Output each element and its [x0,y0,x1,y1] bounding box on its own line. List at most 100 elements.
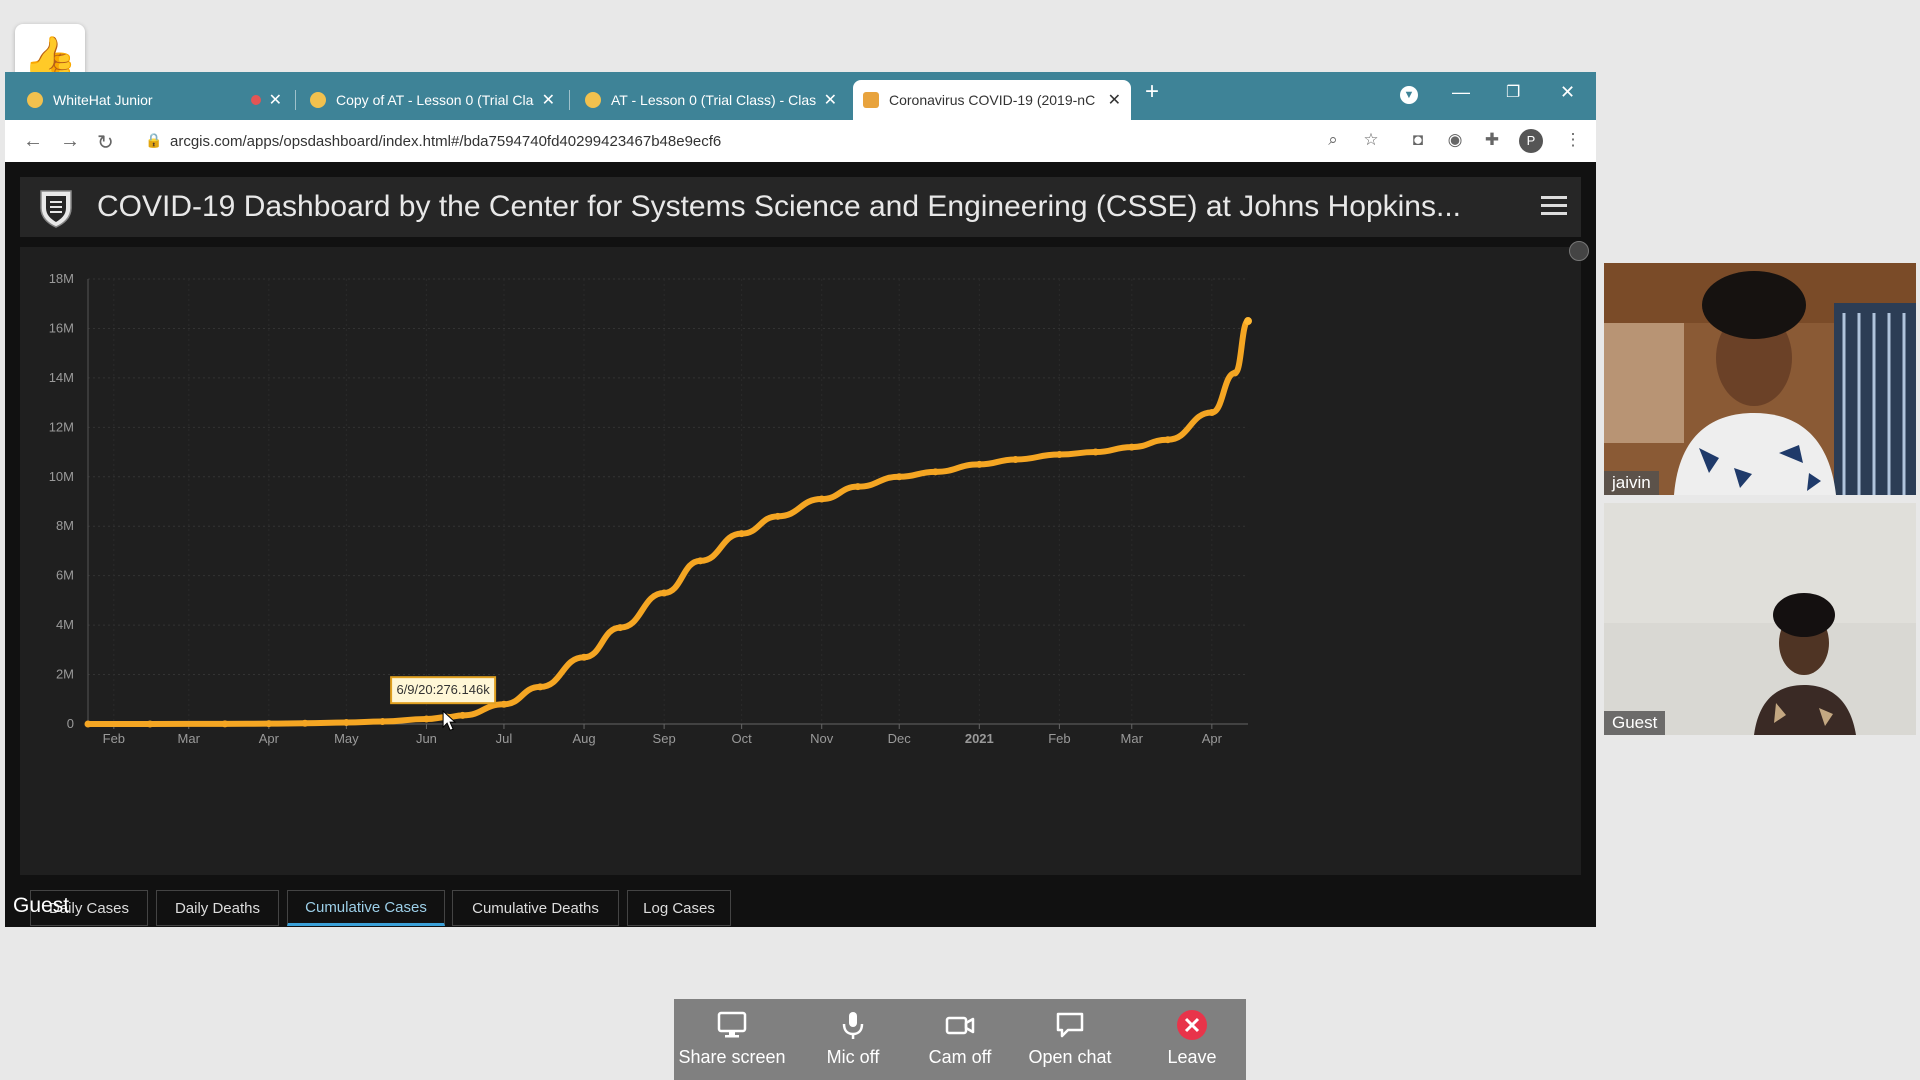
x-tick-label: Feb [103,731,125,746]
data-point [580,653,588,661]
close-window-icon[interactable]: ✕ [1560,82,1576,102]
shared-screen: WhiteHat Junior ✕ Copy of AT - Lesson 0 … [5,72,1596,927]
tab-title: WhiteHat Junior [53,92,153,108]
data-point [616,624,624,632]
cam-label: Cam off [928,1047,992,1067]
tab-title: Coronavirus COVID-19 (2019-nC [889,92,1096,108]
bookmark-star-icon[interactable]: ☆ [1363,130,1379,149]
open-chat-button[interactable]: Open chat [1015,1009,1125,1074]
x-tick-label: Apr [1202,731,1223,746]
whitehat-favicon-icon [27,92,43,108]
y-tick-label: 10M [49,469,74,484]
data-point [459,711,467,719]
participant-name: jaivin [1604,471,1659,495]
tab-title: AT - Lesson 0 (Trial Class) - Class [611,92,816,108]
x-tick-label: Mar [178,731,201,746]
chart-tab[interactable]: Cumulative Deaths [452,890,619,926]
tab-search-icon[interactable]: ▼ [1400,86,1418,104]
more-menu-icon[interactable]: ⋮ [1564,130,1582,149]
x-tick-label: Oct [732,731,753,746]
chart-tab[interactable]: Daily Deaths [156,890,279,926]
data-point [818,495,826,503]
y-tick-label: 0 [67,716,74,731]
restore-icon[interactable]: ❐ [1506,84,1521,101]
leave-button[interactable]: Leave [1137,1009,1247,1074]
forward-icon[interactable]: → [60,130,80,152]
camera-button[interactable]: Cam off [905,1009,1015,1074]
data-point [931,468,939,476]
participant-video-tile[interactable]: Guest [1604,503,1916,735]
chart-tab-selected[interactable]: Cumulative Cases [287,890,445,926]
cumulative-cases-chart: 0 2M 4M 6M 8M 10M 12M 14M 16M 18M Feb Mar Apr May Jun J… [49,271,1252,746]
x-tick-label: Jun [416,731,437,746]
dashboard: COVID-19 Dashboard by the Center for Sys… [5,162,1596,927]
browser-tab-active[interactable]: Coronavirus COVID-19 (2019-nC ✕ [853,80,1131,120]
minimize-icon[interactable]: — [1452,82,1470,102]
expand-icon[interactable] [1569,241,1589,261]
browser-tab[interactable]: AT - Lesson 0 (Trial Class) - Class ✕ [575,80,847,120]
screen-share-owner-label: Guest [13,894,70,917]
url-text[interactable]: arcgis.com/apps/opsdashboard/index.html#… [170,133,722,150]
tab-title: Copy of AT - Lesson 0 (Trial Class [336,92,534,108]
chart-tab[interactable]: Log Cases [627,890,731,926]
back-icon[interactable]: ← [23,130,43,152]
chart-tab[interactable]: Daily Cases [30,890,148,926]
browser-tab[interactable]: WhiteHat Junior ✕ [17,80,292,120]
data-point [536,683,544,691]
leave-x-icon [1177,1010,1207,1040]
browser-tab[interactable]: Copy of AT - Lesson 0 (Trial Class ✕ [300,80,565,120]
data-point [1231,369,1239,377]
close-tab-icon[interactable]: ✕ [1107,92,1121,109]
hamburger-menu-icon[interactable] [1541,191,1567,220]
address-bar: ← → ↻ 🔒 arcgis.com/apps/opsdashboard/ind… [5,120,1596,162]
y-tick-label: 18M [49,271,74,286]
close-tab-icon[interactable]: ✕ [823,92,837,109]
data-point [1092,448,1100,456]
share-screen-button[interactable]: Share screen [677,1009,787,1074]
y-tick-label: 6M [56,568,74,583]
x-tick-label: Nov [810,731,834,746]
mouse-cursor-icon [442,710,457,731]
dashboard-header: COVID-19 Dashboard by the Center for Sys… [20,177,1581,237]
camera-icon[interactable]: ◘ [1412,130,1424,149]
extension-w-icon[interactable]: ◉ [1447,130,1463,149]
recording-dot-icon [250,95,261,105]
y-tick-label: 12M [49,419,74,434]
monitor-icon [717,1011,747,1038]
meeting-toolbar: Share screen Mic off Cam off Open chat L… [674,999,1246,1080]
data-point [895,473,903,481]
data-point [854,483,862,491]
y-tick-label: 2M [56,667,74,682]
zoom-icon[interactable]: ⌕ [1328,130,1338,149]
x-tick-label: Jul [496,731,513,746]
data-point [146,720,154,728]
mic-button[interactable]: Mic off [798,1009,908,1074]
microphone-icon [842,1012,864,1039]
tab-favicon-icon [310,92,326,108]
end-point [1244,317,1252,326]
data-point [84,720,92,728]
reload-icon[interactable]: ↻ [97,132,114,154]
x-tick-label: Aug [572,731,595,746]
x-tick-label: May [334,731,359,746]
close-tab-icon[interactable]: ✕ [541,92,555,109]
data-point [1055,451,1063,459]
x-tick-label: Mar [1121,731,1144,746]
data-point [1208,409,1216,416]
new-tab-icon[interactable]: + [1145,78,1160,105]
mic-label: Mic off [826,1047,880,1067]
data-point [975,460,983,468]
dashboard-title: COVID-19 Dashboard by the Center for Sys… [97,190,1461,223]
y-tick-label: 16M [49,320,74,335]
participant-video-tile[interactable]: jaivin [1604,263,1916,495]
puzzle-extensions-icon[interactable]: ✚ [1484,130,1500,149]
chat-label: Open chat [1028,1047,1112,1067]
data-point [1128,443,1136,451]
profile-avatar[interactable]: P [1519,129,1543,153]
x-tick-label: Dec [888,731,912,746]
share-screen-label: Share screen [678,1047,786,1067]
y-tick-label: 4M [56,617,74,632]
close-tab-icon[interactable]: ✕ [268,92,282,109]
leave-label: Leave [1167,1047,1217,1067]
x-tick-label: Apr [259,731,280,746]
